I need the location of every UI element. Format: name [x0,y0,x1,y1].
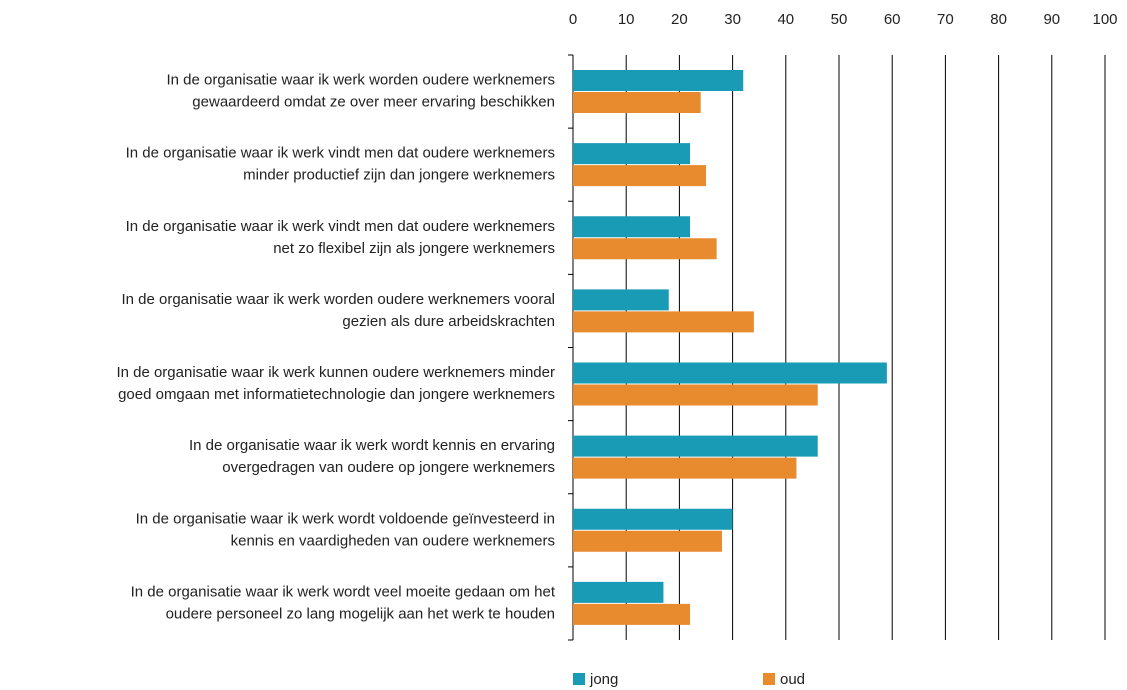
legend-label: jong [589,671,618,688]
bar [573,457,797,479]
y-tick-label: oudere personeel zo lang mogelijk aan he… [166,605,555,622]
y-tick-label: In de organisatie waar ik werk worden ou… [121,291,555,308]
y-tick-label: net zo flexibel zijn als jongere werknem… [273,240,555,257]
x-tick-label: 70 [937,11,954,28]
y-tick-label: In de organisatie waar ik werk worden ou… [166,72,555,89]
bar [573,581,664,603]
y-tick-label: minder productief zijn dan jongere werkn… [243,167,555,184]
x-tick-label: 40 [777,11,794,28]
y-tick-label: gewaardeerd omdat ze over meer ervaring … [192,94,555,111]
bar [573,70,744,91]
x-tick-label: 60 [884,11,901,28]
bar [573,238,717,260]
bar [573,384,818,406]
x-tick-label: 100 [1092,11,1117,28]
x-tick-label: 20 [671,11,688,28]
x-tick-label: 80 [990,11,1007,28]
bar [573,362,887,384]
legend-swatch [573,673,585,685]
y-tick-label: In de organisatie waar ik werk wordt vol… [136,510,555,527]
bar [573,603,691,625]
bar [573,435,818,457]
bar [573,165,706,187]
y-tick-label: In de organisatie waar ik werk wordt vee… [131,583,556,600]
y-tick-label: In de organisatie waar ik werk wordt ken… [189,437,555,454]
bar [573,289,669,311]
legend-swatch [763,673,775,685]
x-tick-label: 90 [1043,11,1060,28]
legend-label: oud [780,671,805,688]
bar [573,311,754,333]
y-tick-label: kennis en vaardigheden van oudere werkne… [231,532,555,549]
bar [573,143,691,165]
y-tick-label: goed omgaan met informatietechnologie da… [118,386,555,403]
x-tick-label: 50 [831,11,848,28]
x-tick-label: 10 [618,11,635,28]
bar [573,508,733,530]
y-tick-label: gezien als dure arbeidskrachten [342,313,555,330]
y-tick-label: In de organisatie waar ik werk vindt men… [126,145,555,162]
bar [573,92,701,113]
y-tick-label: overgedragen van oudere op jongere werkn… [222,459,555,476]
y-tick-label: In de organisatie waar ik werk vindt men… [126,218,555,235]
bar [573,530,722,552]
x-tick-label: 0 [569,11,577,28]
y-tick-label: In de organisatie waar ik werk kunnen ou… [116,364,555,381]
x-tick-label: 30 [724,11,741,28]
bar [573,216,691,238]
